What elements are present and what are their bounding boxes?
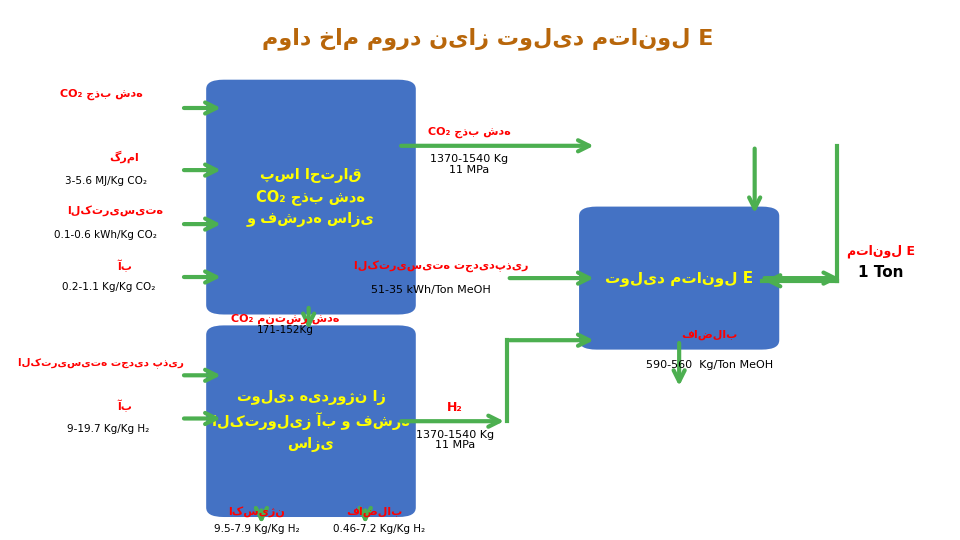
- Text: 1 Ton: 1 Ton: [858, 265, 903, 280]
- Text: آب: آب: [117, 259, 132, 272]
- Text: آب: آب: [117, 400, 132, 413]
- Text: 0.1-0.6 kWh/Kg CO₂: 0.1-0.6 kWh/Kg CO₂: [54, 231, 157, 240]
- Text: گرما: گرما: [109, 150, 139, 163]
- Text: 3-5.6 MJ/Kg CO₂: 3-5.6 MJ/Kg CO₂: [64, 176, 147, 186]
- Text: مواد خام مورد نیاز تولید متانول E: مواد خام مورد نیاز تولید متانول E: [262, 27, 713, 50]
- Text: 51-35 kWh/Ton MeOH: 51-35 kWh/Ton MeOH: [372, 285, 492, 295]
- Text: الکتریسیته تجدید پذیر: الکتریسیته تجدید پذیر: [18, 357, 184, 368]
- Text: CO₂ منتشر شده: CO₂ منتشر شده: [230, 313, 339, 324]
- Text: 0.2-1.1 Kg/Kg CO₂: 0.2-1.1 Kg/Kg CO₂: [61, 282, 156, 292]
- Text: متانول E: متانول E: [847, 244, 915, 258]
- FancyBboxPatch shape: [204, 78, 418, 316]
- Text: الکتریسیته تجدیدپذیر: الکتریسیته تجدیدپذیر: [353, 260, 528, 272]
- Text: CO₂ جذب شده: CO₂ جذب شده: [60, 89, 142, 100]
- Text: تولید هیدروژن از
الکترولیز آب و فشره
سازی: تولید هیدروژن از الکترولیز آب و فشره ساز…: [212, 390, 410, 452]
- Text: پسا احتراق
CO₂ جذب شده
و فشرده سازی: پسا احتراق CO₂ جذب شده و فشرده سازی: [247, 167, 375, 227]
- Text: 9.5-7.9 Kg/Kg H₂: 9.5-7.9 Kg/Kg H₂: [214, 524, 300, 534]
- Text: تولید متانول E: تولید متانول E: [605, 270, 754, 286]
- Text: 9-19.7 Kg/Kg H₂: 9-19.7 Kg/Kg H₂: [67, 424, 150, 434]
- Text: فاضلاب: فاضلاب: [347, 507, 403, 517]
- Text: 0.46-7.2 Kg/Kg H₂: 0.46-7.2 Kg/Kg H₂: [333, 524, 425, 534]
- Text: CO₂ جذب شده: CO₂ جذب شده: [428, 127, 511, 138]
- Text: 11 MPa: 11 MPa: [449, 165, 490, 175]
- Text: اکسیژن: اکسیژن: [228, 507, 285, 517]
- Text: 1370-1540 Kg: 1370-1540 Kg: [430, 154, 508, 164]
- Text: 590-560  Kg/Ton MeOH: 590-560 Kg/Ton MeOH: [646, 360, 774, 369]
- Text: 171-152Kg: 171-152Kg: [256, 326, 314, 335]
- Text: 11 MPa: 11 MPa: [435, 441, 475, 450]
- Text: الکتریسیته: الکتریسیته: [67, 205, 163, 216]
- FancyBboxPatch shape: [204, 324, 418, 518]
- Text: H₂: H₂: [447, 401, 463, 414]
- FancyBboxPatch shape: [578, 205, 780, 351]
- Text: فاضلاب: فاضلاب: [682, 329, 738, 340]
- Text: 1370-1540 Kg: 1370-1540 Kg: [416, 430, 494, 440]
